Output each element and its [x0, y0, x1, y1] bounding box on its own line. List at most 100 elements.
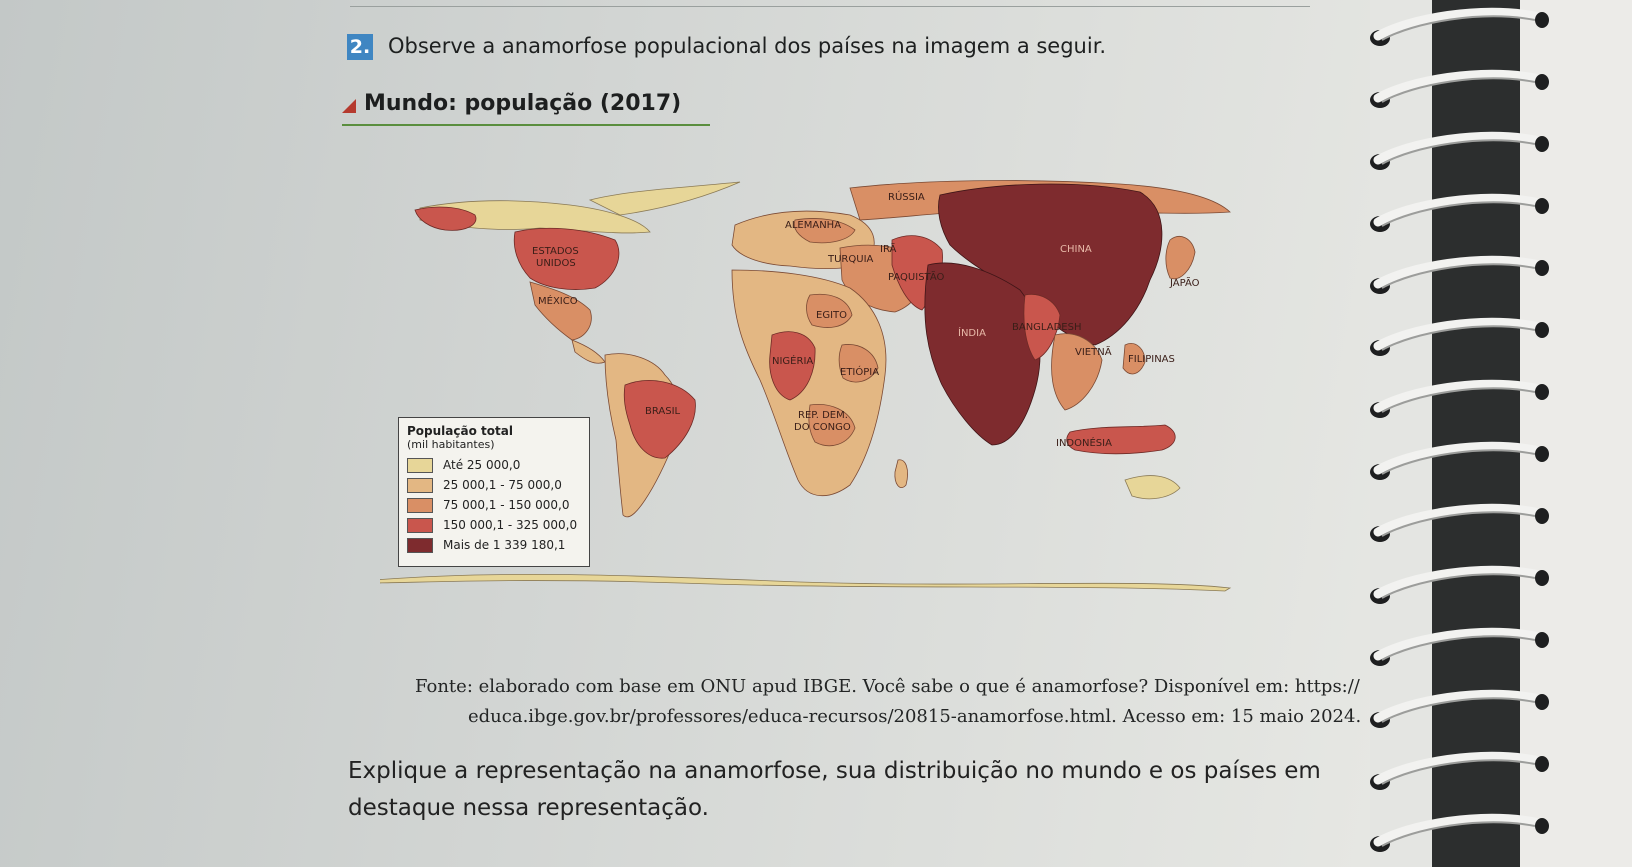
region-nigeria [769, 331, 816, 401]
region-australia [1124, 475, 1181, 500]
label-mexico: MÉXICO [538, 294, 578, 307]
anamorphosis-map: RÚSSIA CHINA JAPÃO ALEMANHA TURQUIA IRÃ … [380, 180, 1232, 592]
binding-coil [1373, 689, 1540, 723]
legend-item-label: 75 000,1 - 150 000,0 [443, 498, 570, 512]
binding-coil-shadow [1381, 15, 1536, 41]
legend-item: 150 000,1 - 325 000,0 [407, 515, 581, 535]
region-india [924, 262, 1041, 446]
region-drc [808, 403, 856, 446]
label-ethiopia: ETIÓPIA [840, 365, 879, 378]
binding-coil-shadow [1381, 511, 1536, 537]
label-vietnam: VIETNÃ [1075, 345, 1112, 358]
region-central-america [571, 339, 606, 364]
binding-hole [1535, 198, 1549, 214]
exercise-prompt: Explique a representação na anamorfose, … [348, 758, 1321, 821]
binding-coil-shadow [1381, 325, 1536, 351]
legend-item: 25 000,1 - 75 000,0 [407, 475, 581, 495]
binding-hole [1535, 322, 1549, 338]
label-japan: JAPÃO [1169, 276, 1200, 289]
binding-coil [1373, 503, 1540, 537]
legend-item: Até 25 000,0 [407, 455, 581, 475]
binding-coil [1373, 813, 1540, 847]
region-bangladesh [1023, 293, 1061, 361]
binding-hole [1535, 756, 1549, 772]
region-japan [1165, 236, 1196, 280]
region-ethiopia [838, 344, 879, 383]
spiral-coils [1370, 7, 1549, 852]
label-germany: ALEMANHA [785, 220, 841, 231]
region-antarctica [380, 573, 1232, 592]
region-germany [793, 218, 856, 244]
label-china: CHINA [1060, 244, 1092, 255]
legend-item-label: 150 000,1 - 325 000,0 [443, 518, 578, 532]
binding-coil-shadow [1381, 201, 1536, 227]
map-title: Mundo: população (2017) [364, 91, 682, 116]
binding-coil-shadow [1381, 635, 1536, 661]
legend-swatch [407, 517, 433, 533]
legend-item-label: Mais de 1 339 180,1 [443, 538, 566, 552]
binding-coil-shadow [1381, 821, 1536, 847]
region-greenland [588, 181, 741, 216]
region-brazil [623, 380, 696, 459]
binding-coil [1373, 565, 1540, 599]
label-usa-line1: ESTADOS [532, 246, 579, 257]
legend-swatch [407, 537, 433, 553]
binding-coil [1373, 751, 1540, 785]
region-southeast-asia [1051, 333, 1103, 411]
binding-coil [1373, 69, 1540, 103]
region-usa [513, 227, 620, 290]
legend-swatch [407, 497, 433, 513]
legend-item-label: 25 000,1 - 75 000,0 [443, 478, 562, 492]
label-russia: RÚSSIA [888, 190, 925, 203]
label-indonesia: INDONÉSIA [1056, 436, 1112, 449]
label-iran: IRÃ [880, 242, 896, 255]
source-line-1: Fonte: elaborado com base em ONU apud IB… [415, 676, 1360, 697]
label-usa-line2: UNIDOS [536, 258, 576, 269]
binding-hole [1535, 384, 1549, 400]
map-legend: População total (mil habitantes) Até 25 … [398, 417, 590, 567]
binding-coil-shadow [1381, 449, 1536, 475]
binding-hole [1535, 446, 1549, 462]
label-nigeria: NIGÉRIA [772, 354, 813, 367]
binding-hole [1535, 74, 1549, 90]
map-source: Fonte: elaborado com base em ONU apud IB… [415, 672, 1375, 732]
binding-coil-shadow [1381, 573, 1536, 599]
binding-coil [1373, 7, 1540, 41]
region-canada [419, 200, 651, 234]
region-indonesia [1066, 424, 1176, 455]
top-rule [350, 6, 1310, 7]
label-philippines: FILIPINAS [1128, 354, 1175, 365]
binding-hole [1535, 818, 1549, 834]
binding-coil-shadow [1381, 387, 1536, 413]
label-brazil: BRASIL [645, 406, 681, 417]
binding-hole [1535, 632, 1549, 648]
binding-hole [1535, 260, 1549, 276]
spiral-binding [1370, 0, 1632, 867]
binding-coil [1373, 255, 1540, 289]
region-egypt [806, 293, 853, 328]
binding-coil [1373, 379, 1540, 413]
binding-hole [1535, 694, 1549, 710]
binding-coil [1373, 317, 1540, 351]
label-egypt: EGITO [816, 310, 847, 321]
region-madagascar [894, 459, 908, 488]
binding-coil-shadow [1381, 139, 1536, 165]
question-text: Observe a anamorfose populacional dos pa… [388, 34, 1107, 58]
legend-swatch [407, 477, 433, 493]
binding-coil-shadow [1381, 759, 1536, 785]
label-pakistan: PAQUISTÃO [888, 270, 945, 283]
question-number: 2. [347, 34, 373, 60]
region-mexico [529, 281, 592, 341]
binding-coil [1373, 441, 1540, 475]
source-line-2: educa.ibge.gov.br/professores/educa-recu… [468, 706, 1362, 727]
label-india: ÍNDIA [958, 326, 986, 339]
legend-swatch [407, 457, 433, 473]
region-philippines [1122, 343, 1146, 375]
binding-coil [1373, 131, 1540, 165]
legend-item-label: Até 25 000,0 [443, 458, 521, 472]
legend-item: 75 000,1 - 150 000,0 [407, 495, 581, 515]
triangle-marker-icon [342, 99, 356, 113]
label-drc-line2: DO CONGO [794, 422, 851, 433]
legend-item: Mais de 1 339 180,1 [407, 535, 581, 555]
